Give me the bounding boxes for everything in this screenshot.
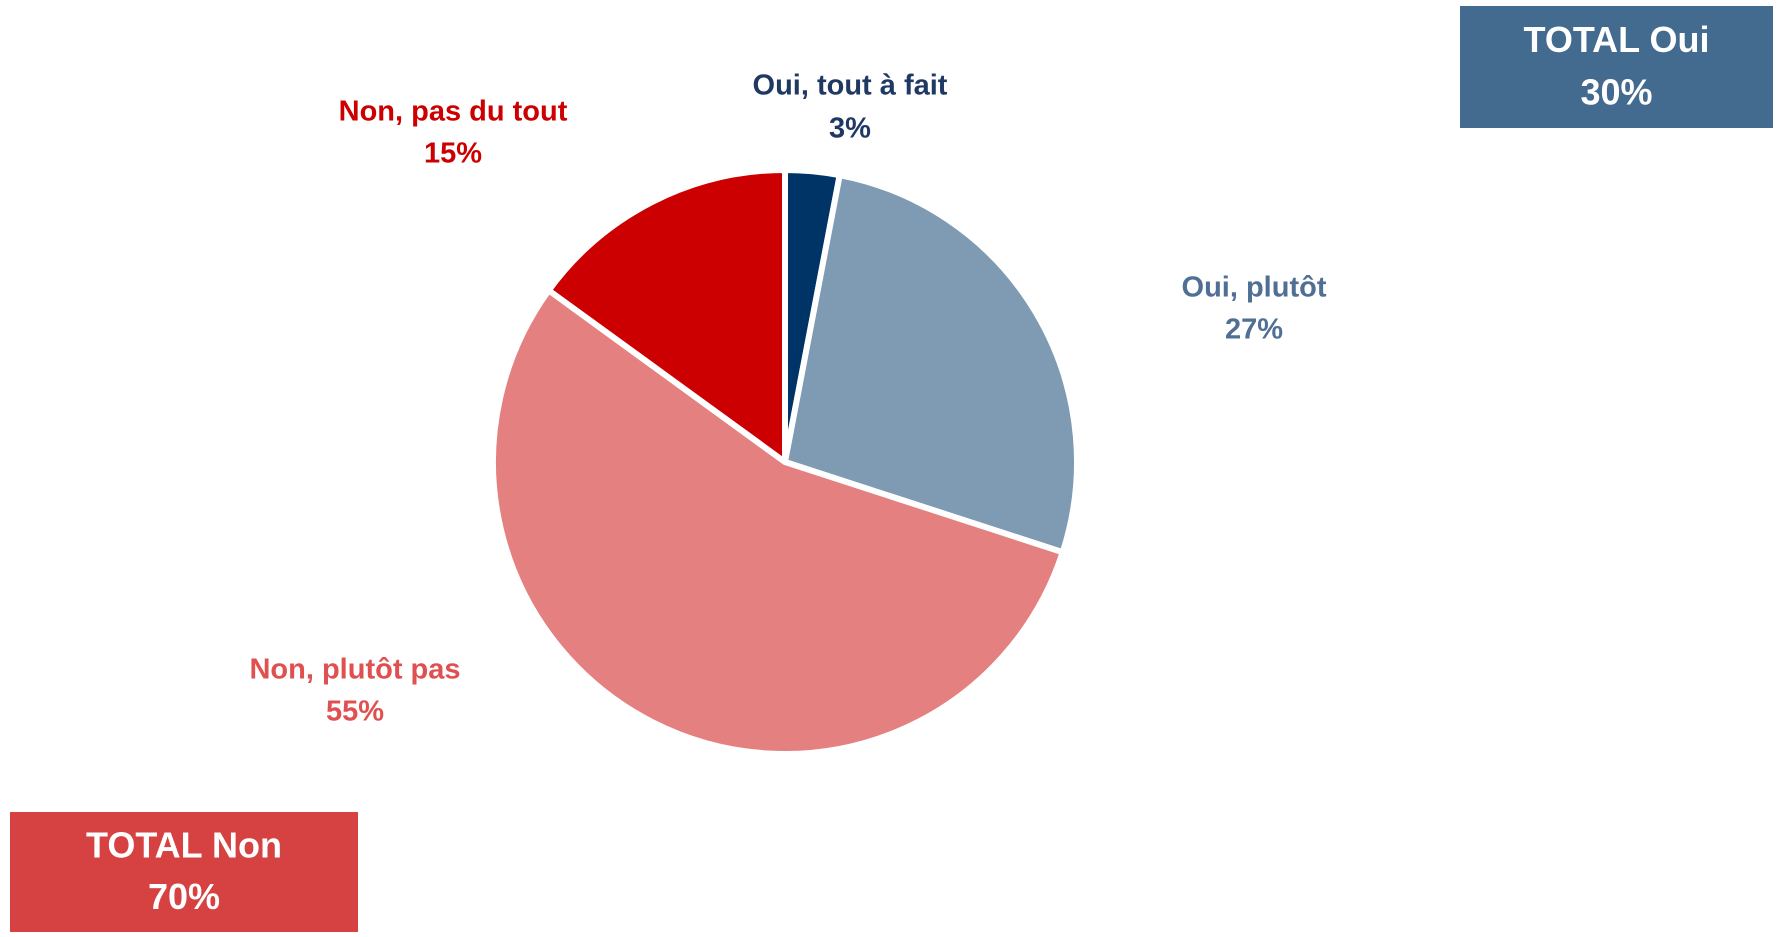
slice-label: Non, pas du tout (339, 96, 568, 128)
total-label: TOTAL Oui (1524, 19, 1710, 60)
slice-label: Oui, plutôt (1182, 272, 1327, 304)
total-box (10, 812, 358, 932)
total-value-label: 70% (148, 876, 220, 917)
slice-value-label: 15% (424, 138, 482, 170)
pie-slice (545, 167, 788, 465)
slice-label: Oui, tout à fait (753, 70, 948, 102)
slice-value-label: 27% (1225, 314, 1283, 346)
total-box (1460, 6, 1773, 128)
pie-slice (782, 172, 1080, 556)
slice-value-label: 55% (326, 696, 384, 728)
pie-slice (490, 287, 1066, 757)
total-value-label: 30% (1580, 72, 1652, 113)
slice-value-label: 3% (829, 113, 871, 145)
total-label: TOTAL Non (86, 825, 282, 866)
slice-label: Non, plutôt pas (249, 654, 460, 686)
